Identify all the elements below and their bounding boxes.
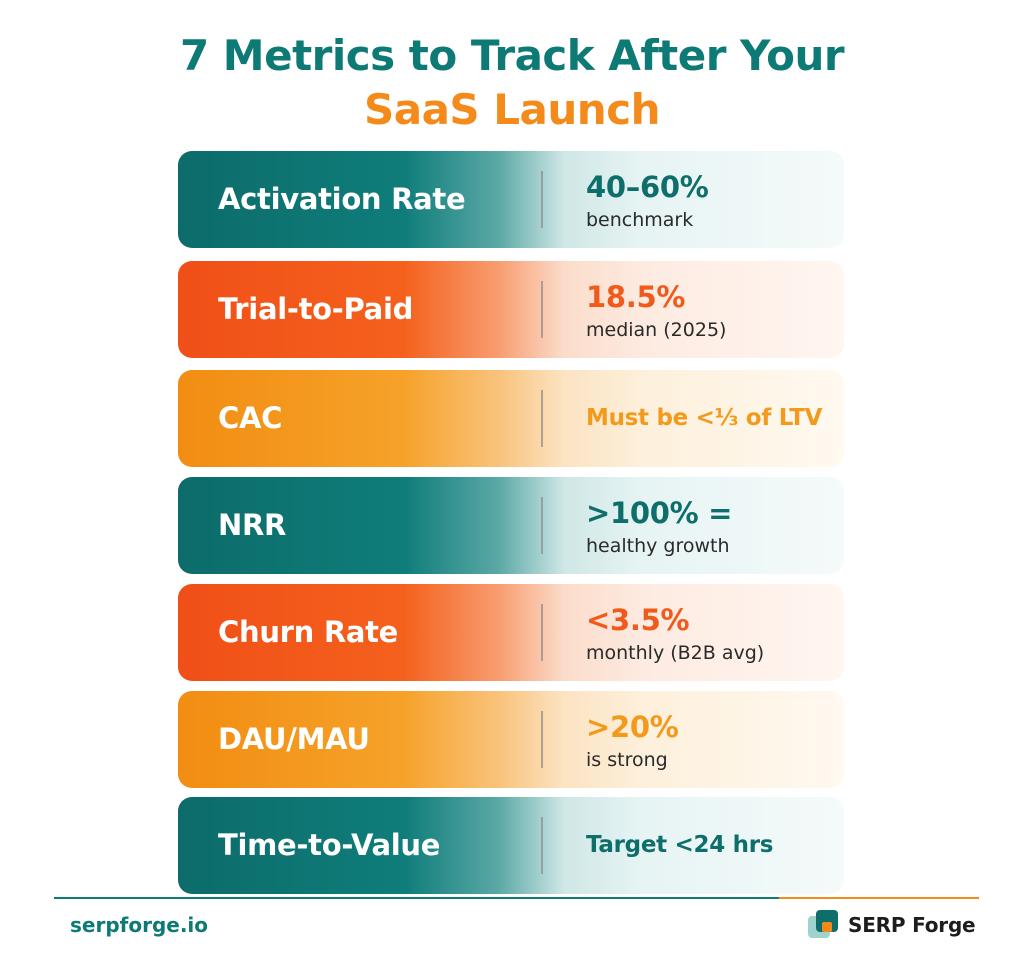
- serp-forge-logo-icon: [808, 910, 838, 940]
- metric-value: Target <24 hrs: [586, 832, 774, 858]
- metric-value: >20%: [586, 710, 679, 744]
- metric-card-time-to-value: Time-to-Value Target <24 hrs: [178, 797, 844, 894]
- metric-value: >100% =: [586, 496, 733, 530]
- page-title-line-1: 7 Metrics to Track After Your: [179, 31, 845, 80]
- metric-label: Churn Rate: [218, 615, 399, 649]
- metric-note: is strong: [586, 749, 668, 771]
- metric-value: Must be <⅓ of LTV: [586, 405, 823, 431]
- metric-note: healthy growth: [586, 535, 730, 557]
- metric-divider: [541, 604, 543, 661]
- metric-card-cac: CAC Must be <⅓ of LTV: [178, 370, 844, 467]
- metric-card-churn-rate: Churn Rate <3.5% monthly (B2B avg): [178, 584, 844, 681]
- metric-value: <3.5%: [586, 603, 690, 637]
- metric-card-dau-mau: DAU/MAU >20% is strong: [178, 691, 844, 788]
- metric-divider: [541, 390, 543, 447]
- metric-divider: [541, 817, 543, 874]
- metric-note: benchmark: [586, 209, 694, 231]
- metric-note: monthly (B2B avg): [586, 642, 765, 664]
- metric-label: NRR: [218, 508, 287, 542]
- metric-card-nrr: NRR >100% = healthy growth: [178, 477, 844, 574]
- page-title-line-2: SaaS Launch: [363, 85, 661, 134]
- metric-note: median (2025): [586, 319, 727, 341]
- metric-divider: [541, 281, 543, 338]
- footer-divider-teal: [54, 897, 779, 899]
- brand-name: SERP Forge: [848, 913, 976, 937]
- metric-card-trial-to-paid: Trial-to-Paid 18.5% median (2025): [178, 261, 844, 358]
- footer-brand: SERP Forge: [808, 908, 976, 942]
- metric-card-activation-rate: Activation Rate 40–60% benchmark: [178, 151, 844, 248]
- metric-label: CAC: [218, 401, 283, 435]
- metric-divider: [541, 171, 543, 228]
- metric-label: Activation Rate: [218, 182, 466, 216]
- metric-value: 40–60%: [586, 170, 709, 204]
- footer-site-link[interactable]: serpforge.io: [70, 913, 209, 937]
- metric-value: 18.5%: [586, 280, 686, 314]
- metric-label: Trial-to-Paid: [218, 292, 414, 326]
- metric-label: Time-to-Value: [218, 828, 441, 862]
- metric-divider: [541, 711, 543, 768]
- metric-divider: [541, 497, 543, 554]
- metric-label: DAU/MAU: [218, 722, 370, 756]
- footer-divider-orange: [779, 897, 979, 899]
